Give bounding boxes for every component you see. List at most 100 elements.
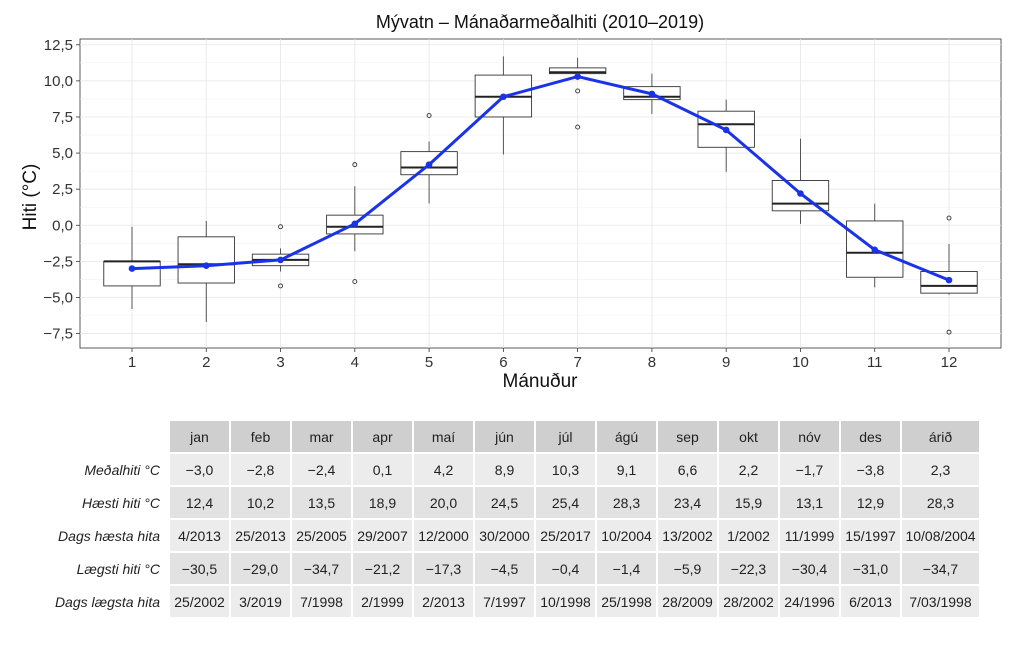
col-header: árið (902, 421, 979, 452)
row-label: Dags hæsta hita (48, 520, 168, 551)
outlier-point (575, 88, 581, 94)
outlier-point (426, 113, 432, 118)
table-cell: 23,4 (658, 487, 717, 518)
x-tick-label: 3 (276, 354, 284, 371)
table-cell: −4,5 (475, 553, 534, 584)
x-tick-label: 9 (722, 354, 730, 371)
box (103, 260, 161, 287)
table-header-row: jan feb mar apr maí jún júl ágú sep okt … (48, 421, 979, 452)
col-header: júl (536, 421, 595, 452)
table-cell: 9,1 (597, 454, 656, 485)
table-cell: 2/2013 (414, 586, 473, 617)
table-cell: −21,2 (353, 553, 412, 584)
box (697, 110, 755, 148)
mean-point (128, 265, 136, 272)
x-axis-label: Mánuður (503, 371, 579, 392)
table-cell: −34,7 (902, 553, 979, 584)
col-header: okt (719, 421, 778, 452)
table-cell: −1,4 (597, 553, 656, 584)
table-cell: 10/08/2004 (902, 520, 979, 551)
x-tick-label: 7 (573, 354, 581, 371)
table-cell: −17,3 (414, 553, 473, 584)
table-cell: 10/1998 (536, 586, 595, 617)
monthly-stats-table: jan feb mar apr maí jún júl ágú sep okt … (46, 419, 981, 619)
col-header: feb (231, 421, 290, 452)
y-tick-label: 5,0 (52, 145, 73, 162)
table-cell: 20,0 (414, 487, 473, 518)
y-tick-label: −7,5 (43, 326, 73, 343)
mean-point (425, 161, 433, 168)
table-cell: −2,4 (292, 454, 351, 485)
table-cell: 10,3 (536, 454, 595, 485)
table-row: Dags lægsta hita 25/2002 3/2019 7/1998 2/199… (48, 586, 979, 617)
table-cell: 13,1 (780, 487, 839, 518)
mean-point (202, 262, 210, 269)
y-tick-label: −2,5 (43, 253, 73, 270)
y-tick-label: 10,0 (44, 73, 73, 90)
mean-point (574, 73, 581, 80)
table-cell: −0,4 (536, 553, 595, 584)
table-cell: −30,4 (780, 553, 839, 584)
outlier-point (352, 162, 358, 168)
x-tick-label: 11 (867, 354, 883, 371)
col-header: jún (475, 421, 534, 452)
col-header: ágú (597, 421, 656, 452)
table-cell: 2,3 (902, 454, 979, 485)
table-cell: 28,3 (597, 487, 656, 518)
table-cell: 6,6 (658, 454, 717, 485)
table-cell: 12/2000 (414, 520, 473, 551)
table-cell: 1/2002 (719, 520, 778, 551)
x-tick-label: 5 (425, 354, 433, 371)
x-tick-label: 2 (202, 354, 210, 371)
y-tick-label: −5,0 (43, 289, 73, 306)
row-label: Meðalhiti °C (48, 454, 168, 485)
table-cell: 13,5 (292, 487, 351, 518)
table-cell: 6/2013 (841, 586, 900, 617)
row-label: Hæsti hiti °C (48, 487, 168, 518)
table-cell: −3,8 (841, 454, 900, 485)
table-cell: 2,2 (719, 454, 778, 485)
table-cell: 25/2017 (536, 520, 595, 551)
mean-point (945, 276, 953, 284)
mean-point (351, 220, 359, 228)
table-cell: 25,4 (536, 487, 595, 518)
table-cell: 12,9 (841, 487, 900, 518)
table-row: Lægsti hiti °C −30,5 −29,0 −34,7 −21,2 −17,3−… (48, 553, 979, 584)
y-tick-label: 0,0 (52, 217, 73, 234)
outlier-point (946, 215, 952, 221)
table-cell: −2,8 (231, 454, 290, 485)
table-cell: 11/1999 (780, 520, 839, 551)
table-row: Meðalhiti °C −3,0 −2,8 −2,4 0,1 4,2 8,9 10,3 9,1… (48, 454, 979, 485)
x-tick-label: 4 (351, 354, 359, 371)
table-cell: 4,2 (414, 454, 473, 485)
mean-point (797, 190, 804, 197)
col-header: jan (170, 421, 229, 452)
table-cell: 2/1999 (353, 586, 412, 617)
table-cell: 7/1998 (292, 586, 351, 617)
col-header: mar (292, 421, 351, 452)
table-cell: 7/03/1998 (902, 586, 979, 617)
table-cell: −22,3 (719, 553, 778, 584)
col-header: apr (353, 421, 412, 452)
outlier-point (575, 124, 581, 130)
table-cell: 24/1996 (780, 586, 839, 617)
mean-point (277, 256, 284, 264)
mean-point (722, 126, 730, 134)
x-tick-label: 8 (648, 354, 656, 371)
boxplot-chart: Mývatn – Mánaðarmeðalhiti (2010–2019) Hi… (20, 12, 1002, 392)
table-cell: 25/2002 (170, 586, 229, 617)
x-tick-label: 6 (499, 354, 507, 371)
mean-point (648, 90, 656, 98)
mean-point (871, 246, 879, 254)
y-tick-label: 2,5 (52, 181, 73, 198)
table-cell: 25/1998 (597, 586, 656, 617)
table-cell: 10,2 (231, 487, 290, 518)
mean-point (500, 93, 507, 101)
table-cell: 25/2005 (292, 520, 351, 551)
mean-line (131, 75, 950, 282)
table-cell: 18,9 (353, 487, 412, 518)
table-cell: −29,0 (231, 553, 290, 584)
row-label: Dags lægsta hita (48, 586, 168, 617)
outlier-point (278, 283, 283, 289)
table-cell: 4/2013 (170, 520, 229, 551)
